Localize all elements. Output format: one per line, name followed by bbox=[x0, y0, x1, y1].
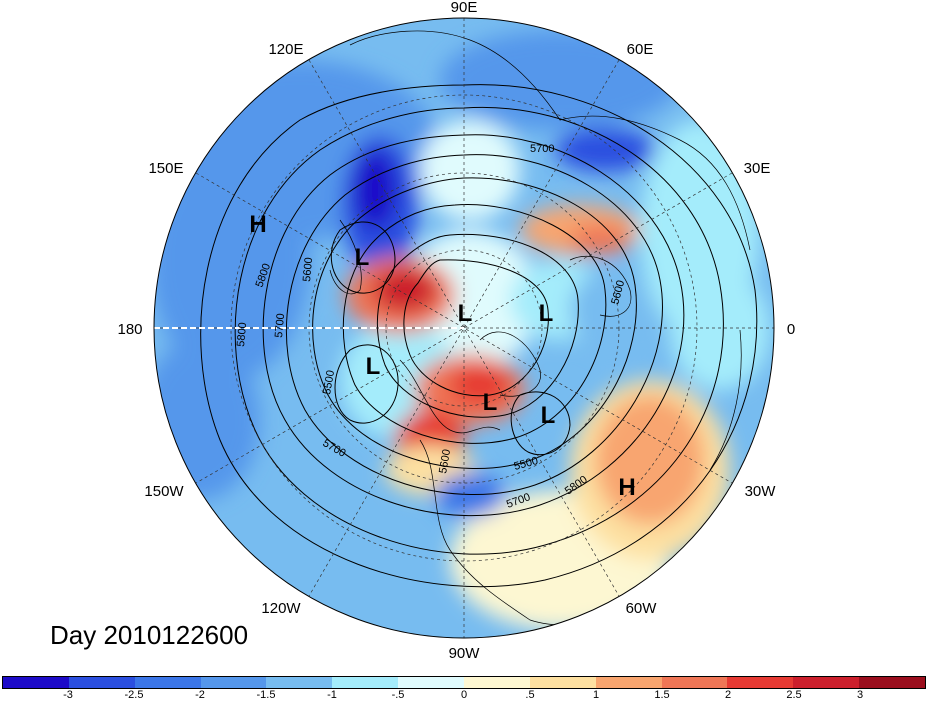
low-center-label: L bbox=[366, 353, 381, 380]
contour-label: 5700 bbox=[530, 143, 554, 155]
lon-label-60w: 60W bbox=[626, 600, 658, 617]
low-center-label: L bbox=[483, 389, 498, 416]
colorbar-tick-label: -2.5 bbox=[124, 689, 144, 701]
colorbar-segment bbox=[200, 677, 267, 688]
colorbar-tick-label: 0 bbox=[460, 689, 468, 701]
colorbar-tick-label: -3 bbox=[63, 689, 73, 701]
colorbar-segment bbox=[727, 677, 794, 688]
colorbar-segment bbox=[529, 677, 596, 688]
colorbar-segment bbox=[266, 677, 333, 688]
lon-label-90e: 90E bbox=[451, 0, 478, 16]
low-center-label: L bbox=[539, 300, 554, 327]
lon-label-0: 0 bbox=[787, 321, 795, 338]
colorbar-tick-labels: -3 -2.5 -2 -1.5 -1 -.5 0 .5 1 1.5 2 2.5 3 bbox=[2, 689, 926, 702]
low-center-label: L bbox=[458, 300, 473, 327]
colorbar-segment bbox=[859, 677, 926, 688]
colorbar-tick-label: -.5 bbox=[391, 689, 405, 701]
contour-label: 5800 bbox=[235, 322, 249, 347]
colorbar-segment bbox=[793, 677, 860, 688]
colorbar-tick-label: .5 bbox=[525, 689, 535, 701]
map-boundary bbox=[153, 17, 775, 639]
high-center-label: H bbox=[618, 474, 635, 501]
colorbar-segment bbox=[595, 677, 662, 688]
colorbar-segment bbox=[661, 677, 728, 688]
colorbar-segment bbox=[332, 677, 399, 688]
lon-label-120w: 120W bbox=[261, 600, 301, 617]
colorbar-tick-label: 3 bbox=[856, 689, 864, 701]
lon-label-150w: 150W bbox=[144, 483, 184, 500]
colorbar-tick-label: 1 bbox=[592, 689, 600, 701]
colorbar bbox=[2, 676, 926, 689]
contour-label: 5600 bbox=[437, 448, 453, 474]
lon-label-30e: 30E bbox=[744, 160, 771, 177]
graticule bbox=[154, 18, 774, 638]
low-center-label: L bbox=[355, 244, 370, 271]
colorbar-tick-label: 2.5 bbox=[786, 689, 802, 701]
lon-label-30w: 30W bbox=[745, 483, 777, 500]
low-center-label: L bbox=[541, 402, 556, 429]
contour-label: 5700 bbox=[273, 313, 287, 338]
contour-label: 5600 bbox=[301, 257, 315, 282]
coastlines bbox=[329, 30, 751, 638]
colorbar-segment bbox=[3, 677, 69, 688]
height-contours bbox=[200, 84, 758, 588]
colorbar-tick-label: 1.5 bbox=[654, 689, 670, 701]
colorbar-tick-label: -1 bbox=[327, 689, 337, 701]
lon-label-60e: 60E bbox=[627, 41, 654, 58]
lon-label-150e: 150E bbox=[148, 160, 183, 177]
high-center-label: H bbox=[249, 211, 266, 238]
colorbar-tick-label: -1.5 bbox=[256, 689, 276, 701]
day-title: Day 2010122600 bbox=[50, 620, 249, 650]
colorbar-segment bbox=[398, 677, 465, 688]
lon-label-180: 180 bbox=[117, 321, 142, 338]
colorbar-segment bbox=[134, 677, 201, 688]
lon-label-90w: 90W bbox=[449, 645, 481, 662]
lon-label-120e: 120E bbox=[268, 41, 303, 58]
colorbar-segment bbox=[464, 677, 530, 688]
colorbar-segment bbox=[68, 677, 135, 688]
colorbar-tick-label: -2 bbox=[195, 689, 205, 701]
contour-label: 5500 bbox=[321, 369, 337, 395]
colorbar-tick-label: 2 bbox=[724, 689, 732, 701]
